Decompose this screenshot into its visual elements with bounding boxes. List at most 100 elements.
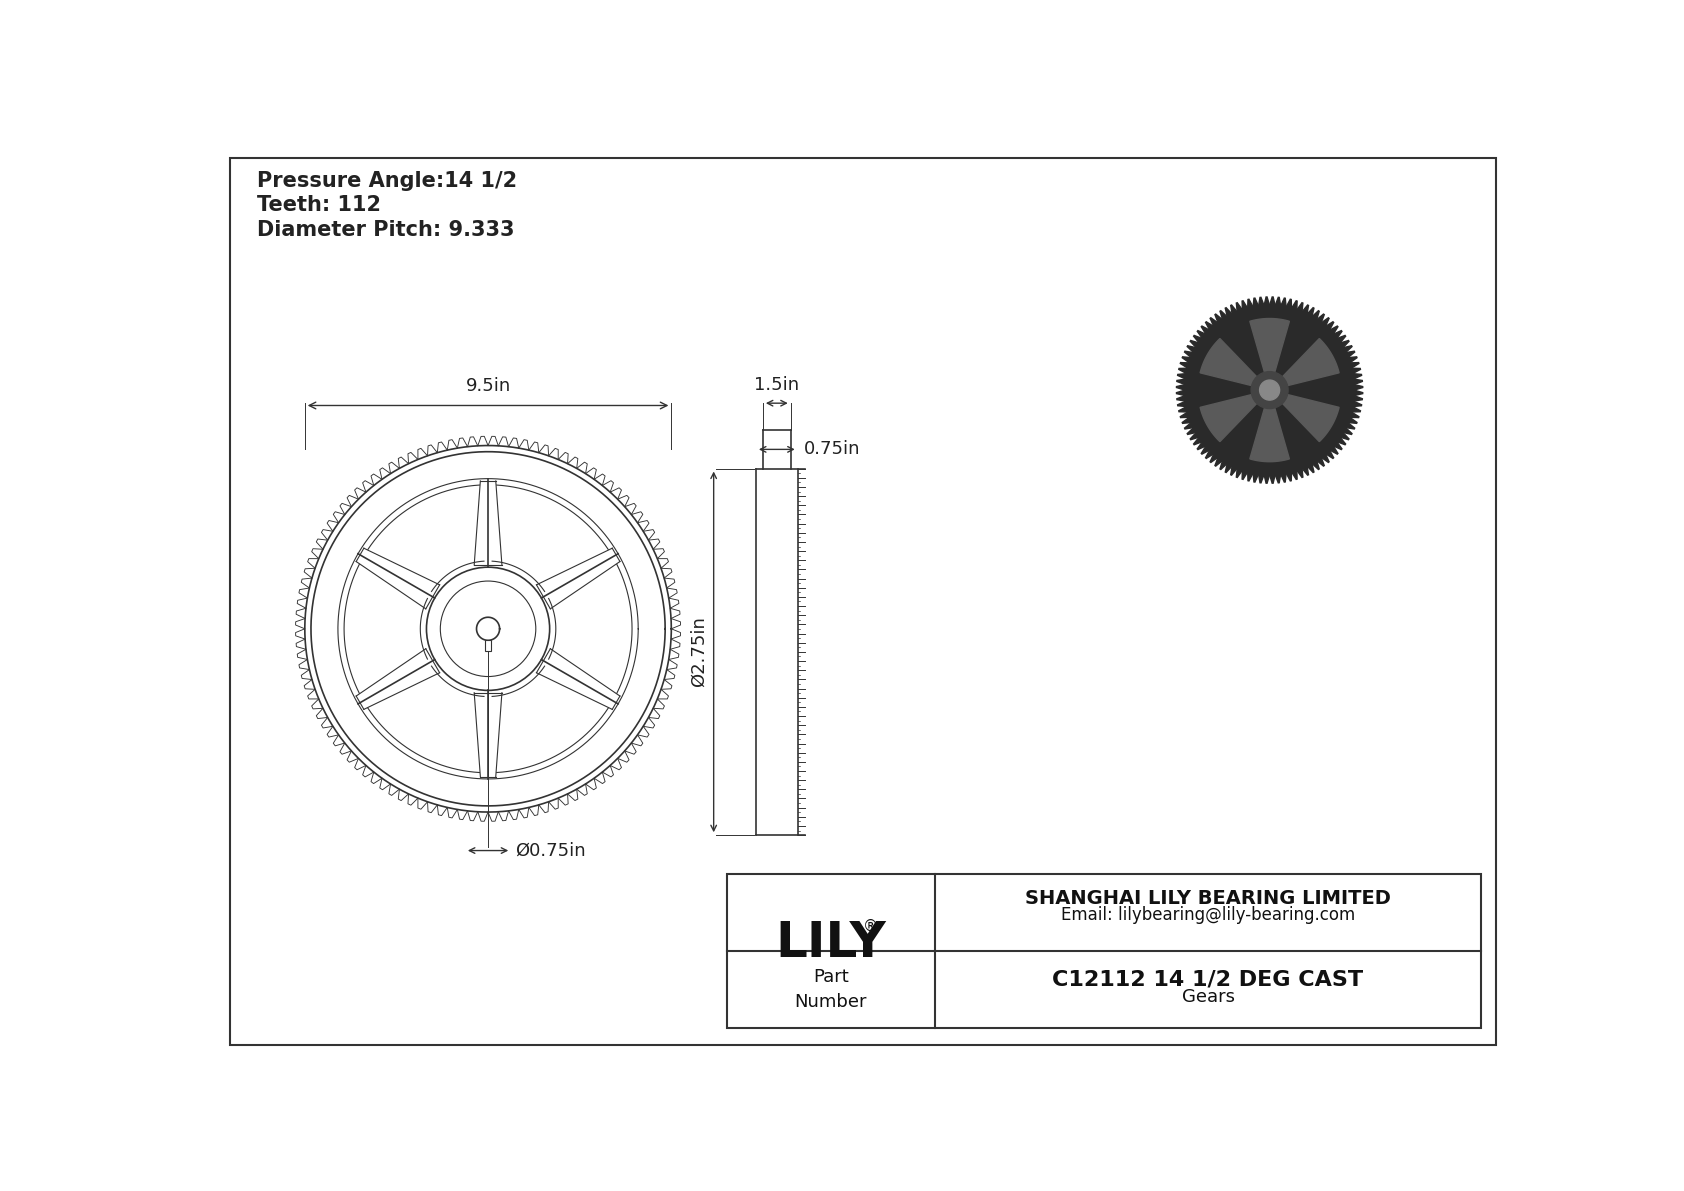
Polygon shape	[1201, 338, 1258, 386]
Text: ®: ®	[864, 918, 879, 934]
Polygon shape	[1253, 298, 1258, 307]
Polygon shape	[1206, 450, 1214, 459]
Polygon shape	[1231, 466, 1238, 475]
Polygon shape	[1177, 379, 1186, 385]
Polygon shape	[1351, 412, 1359, 418]
Polygon shape	[1219, 311, 1228, 319]
Polygon shape	[1248, 472, 1253, 481]
Polygon shape	[1325, 322, 1334, 330]
Polygon shape	[1340, 341, 1349, 348]
Polygon shape	[1317, 314, 1324, 323]
Polygon shape	[1337, 336, 1346, 343]
Polygon shape	[1236, 303, 1243, 312]
Polygon shape	[1248, 299, 1253, 308]
Text: 1.5in: 1.5in	[754, 376, 800, 394]
Text: 9.5in: 9.5in	[465, 376, 510, 394]
Polygon shape	[1253, 473, 1258, 482]
Polygon shape	[1177, 391, 1186, 395]
Polygon shape	[1211, 318, 1218, 326]
Polygon shape	[1312, 311, 1319, 319]
Polygon shape	[1342, 428, 1352, 435]
Polygon shape	[1258, 298, 1265, 306]
Polygon shape	[1179, 368, 1187, 374]
Polygon shape	[1354, 391, 1362, 395]
Polygon shape	[1197, 442, 1206, 449]
Polygon shape	[1231, 305, 1238, 314]
Text: 0.75in: 0.75in	[803, 441, 861, 459]
Polygon shape	[1351, 362, 1359, 368]
Polygon shape	[1258, 474, 1265, 482]
Polygon shape	[1250, 318, 1290, 374]
Polygon shape	[1265, 474, 1270, 484]
Polygon shape	[1282, 338, 1339, 386]
Polygon shape	[1177, 395, 1186, 401]
Polygon shape	[1201, 326, 1209, 335]
Polygon shape	[1307, 307, 1314, 317]
Polygon shape	[1206, 322, 1214, 330]
Polygon shape	[1236, 468, 1243, 478]
Circle shape	[1251, 372, 1288, 409]
Polygon shape	[1302, 305, 1308, 314]
Text: Gears: Gears	[1182, 987, 1234, 1006]
Text: Pressure Angle:14 1/2: Pressure Angle:14 1/2	[258, 170, 517, 191]
Polygon shape	[1297, 468, 1303, 478]
Text: SHANGHAI LILY BEARING LIMITED: SHANGHAI LILY BEARING LIMITED	[1026, 888, 1391, 908]
Polygon shape	[1211, 454, 1218, 462]
Polygon shape	[1177, 385, 1186, 391]
Polygon shape	[1280, 298, 1287, 307]
Polygon shape	[1270, 474, 1275, 484]
Text: Part
Number: Part Number	[795, 967, 867, 1011]
Polygon shape	[1275, 298, 1280, 306]
Polygon shape	[1352, 401, 1362, 406]
Polygon shape	[1317, 457, 1324, 466]
Text: Ø2.75in: Ø2.75in	[689, 617, 707, 687]
Polygon shape	[1354, 379, 1362, 385]
Polygon shape	[1179, 406, 1187, 412]
Polygon shape	[1243, 470, 1248, 480]
Polygon shape	[1182, 417, 1191, 423]
Polygon shape	[1347, 417, 1357, 423]
Polygon shape	[1187, 428, 1196, 435]
Polygon shape	[1340, 432, 1349, 439]
Text: Ø0.75in: Ø0.75in	[515, 842, 586, 860]
Polygon shape	[1329, 326, 1339, 335]
Polygon shape	[1322, 318, 1329, 326]
Polygon shape	[1354, 385, 1362, 391]
Polygon shape	[1270, 297, 1275, 306]
Text: Email: lilybearing@lily-bearing.com: Email: lilybearing@lily-bearing.com	[1061, 906, 1356, 924]
Polygon shape	[1337, 437, 1346, 444]
Polygon shape	[1219, 461, 1228, 469]
Polygon shape	[1342, 345, 1352, 353]
Polygon shape	[1346, 351, 1354, 357]
Polygon shape	[1322, 454, 1329, 462]
Bar	[727, 874, 1482, 1028]
Polygon shape	[1292, 301, 1297, 310]
Polygon shape	[1297, 303, 1303, 312]
Polygon shape	[1282, 394, 1339, 442]
Polygon shape	[1292, 470, 1297, 480]
Polygon shape	[1287, 472, 1292, 481]
Polygon shape	[1187, 345, 1196, 353]
Polygon shape	[1226, 463, 1233, 473]
Polygon shape	[1184, 351, 1194, 357]
Text: LILY: LILY	[775, 919, 886, 967]
Polygon shape	[1334, 442, 1342, 449]
Polygon shape	[1177, 401, 1187, 406]
Text: Teeth: 112: Teeth: 112	[258, 195, 381, 216]
Polygon shape	[1243, 301, 1248, 310]
Circle shape	[1260, 380, 1280, 400]
Polygon shape	[1280, 473, 1287, 482]
Polygon shape	[1329, 445, 1339, 454]
Polygon shape	[1191, 341, 1199, 348]
Polygon shape	[1312, 461, 1319, 469]
Polygon shape	[1201, 445, 1209, 454]
Polygon shape	[1226, 307, 1233, 317]
Polygon shape	[1197, 331, 1206, 338]
Polygon shape	[1352, 406, 1361, 412]
Polygon shape	[1194, 336, 1202, 343]
Polygon shape	[1352, 368, 1361, 374]
Polygon shape	[1180, 412, 1189, 418]
Text: C12112 14 1/2 DEG CAST: C12112 14 1/2 DEG CAST	[1052, 969, 1364, 990]
Polygon shape	[1201, 394, 1258, 442]
Polygon shape	[1352, 374, 1362, 379]
